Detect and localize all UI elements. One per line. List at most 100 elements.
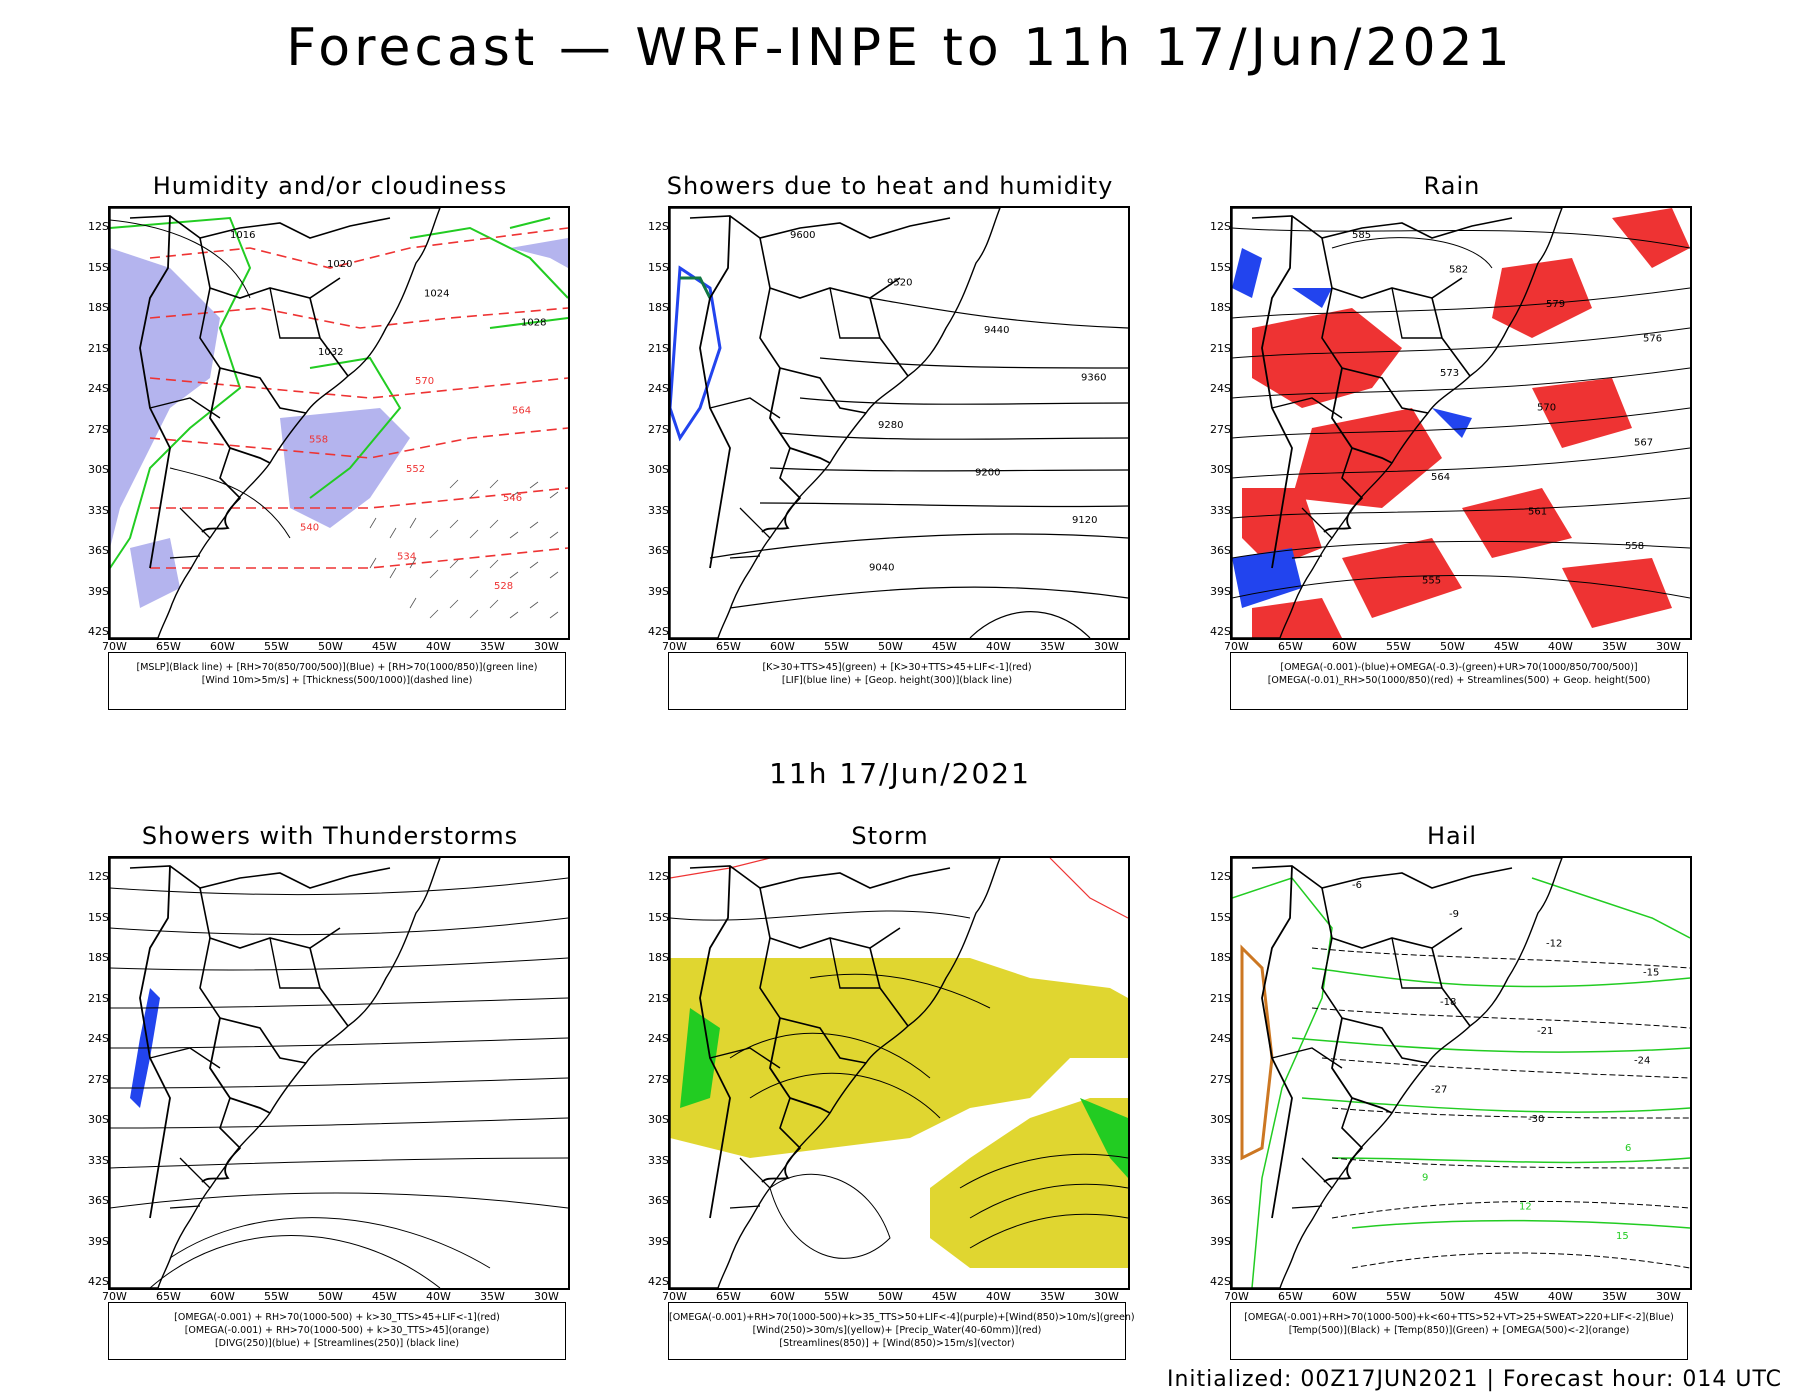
lat-tick-label: 27S xyxy=(648,422,669,436)
panel-humidity: Humidity and/or cloudiness xyxy=(88,172,570,717)
contour-label: 1020 xyxy=(327,259,352,270)
lon-tick-label: 70W xyxy=(102,1290,127,1303)
lat-tick-label: 15S xyxy=(88,260,109,274)
lon-tick-label: 40W xyxy=(986,640,1011,653)
lat-tick-label: 33S xyxy=(1210,1153,1231,1167)
lon-tick-label: 45W xyxy=(372,1290,397,1303)
lat-tick-label: 15S xyxy=(648,910,669,924)
lon-tick-label: 55W xyxy=(264,640,289,653)
page-title: Forecast — WRF-INPE to 11h 17/Jun/2021 xyxy=(286,18,1514,78)
lon-tick-label: 35W xyxy=(1602,1290,1627,1303)
contour-label: 558 xyxy=(1625,541,1644,552)
lat-tick-label: 36S xyxy=(648,1194,669,1207)
lon-tick-label: 30W xyxy=(534,1290,559,1303)
lon-tick-label: 45W xyxy=(932,640,957,653)
contour-label: 585 xyxy=(1352,230,1371,241)
lon-tick-label: 65W xyxy=(716,1290,741,1303)
lat-tick-label: 12S xyxy=(88,220,109,233)
lon-tick-label: 35W xyxy=(1040,1290,1065,1303)
legend-line: [OMEGA(-0.001)+RH>70(1000-500)+k>35_TTS>… xyxy=(669,1312,1135,1323)
legend-line: [OMEGA(-0.001) + RH>70(1000-500) + k>30_… xyxy=(184,1325,490,1336)
lon-tick-label: 40W xyxy=(986,1290,1011,1303)
lat-tick-label: 33S xyxy=(648,503,669,517)
lon-tick-label: 35W xyxy=(1040,640,1065,653)
lat-tick-label: 33S xyxy=(648,1153,669,1167)
panel-title: Humidity and/or cloudiness xyxy=(152,172,508,200)
contour-label: 9 xyxy=(1422,1172,1428,1183)
map-storm: 12S 15S 18S 21S 24S 27S 30S 33S 36S 39S 42S 70W 65W 6… xyxy=(648,856,1130,1303)
lat-tick-label: 36S xyxy=(1210,544,1231,557)
lon-tick-label: 65W xyxy=(1278,640,1303,653)
lat-tick-label: 12S xyxy=(648,870,669,883)
lat-tick-label: 33S xyxy=(88,1153,109,1167)
lat-tick-label: 21S xyxy=(1210,991,1231,1005)
legend-box: [K>30+TTS>45](green) + [K>30+TTS>45+LIF<… xyxy=(668,652,1126,710)
lat-tick-label: 30S xyxy=(1210,1113,1231,1126)
contour-label: 552 xyxy=(406,464,425,475)
lat-tick-label: 36S xyxy=(648,544,669,557)
legend-line: [Wind 10m>5m/s] + [Thickness(500/1000)](… xyxy=(201,675,473,686)
contour-label: -6 xyxy=(1352,880,1362,891)
contour-label: 9200 xyxy=(975,468,1000,479)
lat-tick-label: 18S xyxy=(1210,951,1231,964)
lon-tick-label: 60W xyxy=(770,1290,795,1303)
panel-title: Rain xyxy=(1423,172,1481,200)
lon-tick-label: 30W xyxy=(1094,640,1119,653)
section-subtitle: 11h 17/Jun/2021 xyxy=(769,757,1031,790)
lat-tick-label: 33S xyxy=(1210,503,1231,517)
legend-box: [OMEGA(-0.001)-(blue)+OMEGA(-0.3)-(green… xyxy=(1230,652,1688,710)
footer-init-info: Initialized: 00Z17JUN2021 | Forecast hou… xyxy=(1166,1367,1782,1392)
contour-label: 561 xyxy=(1528,506,1547,517)
lat-tick-label: 27S xyxy=(88,1072,109,1086)
lat-tick-label: 24S xyxy=(648,382,669,395)
legend-line: [OMEGA(-0.01)_RH>50(1000/850)(red) + Str… xyxy=(1267,675,1651,686)
legend-box: [OMEGA(-0.001)+RH>70(1000-500)+k<60+TTS>… xyxy=(1230,1302,1688,1360)
contour-label: -21 xyxy=(1537,1026,1553,1037)
contour-label: 570 xyxy=(1537,403,1556,414)
lon-tick-label: 65W xyxy=(716,640,741,653)
lon-tick-label: 30W xyxy=(1656,640,1681,653)
lat-tick-label: 42S xyxy=(1210,1275,1231,1288)
contour-label: 9600 xyxy=(790,230,815,241)
lat-tick-label: 24S xyxy=(1210,1032,1231,1045)
lat-tick-label: 12S xyxy=(88,870,109,883)
lon-tick-label: 30W xyxy=(1656,1290,1681,1303)
lon-tick-label: 70W xyxy=(662,640,687,653)
lat-tick-label: 18S xyxy=(1210,301,1231,314)
map-rain: 585 582 579 576 573 570 567 564 561 558 555 12S 15S… xyxy=(1210,206,1692,653)
contour-label: 576 xyxy=(1643,334,1662,345)
legend-line: [LIF](blue line) + [Geop. height(300)](b… xyxy=(781,675,1013,686)
lat-tick-label: 30S xyxy=(1210,463,1231,476)
lon-tick-label: 55W xyxy=(1386,1290,1411,1303)
lon-tick-label: 60W xyxy=(1332,640,1357,653)
lat-tick-label: 12S xyxy=(648,220,669,233)
lon-tick-label: 70W xyxy=(1224,1290,1249,1303)
lat-tick-label: 27S xyxy=(1210,422,1231,436)
lat-tick-label: 42S xyxy=(88,625,109,638)
legend-line: [OMEGA(-0.001) + RH>70(1000-500) + k>30_… xyxy=(174,1312,500,1323)
lon-tick-label: 55W xyxy=(824,640,849,653)
lat-tick-label: 36S xyxy=(88,544,109,557)
lat-tick-label: 18S xyxy=(88,951,109,964)
lat-tick-label: 42S xyxy=(648,1275,669,1288)
lat-tick-label: 30S xyxy=(648,1113,669,1126)
lon-tick-label: 55W xyxy=(264,1290,289,1303)
lon-tick-label: 50W xyxy=(878,640,903,653)
contour-label: 579 xyxy=(1546,299,1565,310)
lon-tick-label: 40W xyxy=(426,640,451,653)
legend-box: [OMEGA(-0.001)+RH>70(1000-500)+k>35_TTS>… xyxy=(668,1302,1135,1360)
map-humidity: 1016 1020 1024 1028 1032 570 564 558 552 546 540 53… xyxy=(88,206,570,653)
lat-tick-label: 21S xyxy=(648,341,669,355)
lat-tick-label: 42S xyxy=(88,1275,109,1288)
contour-label: -30 xyxy=(1528,1114,1544,1125)
lat-tick-label: 36S xyxy=(88,1194,109,1207)
panel-title: Showers with Thunderstorms xyxy=(141,822,519,850)
lon-tick-label: 45W xyxy=(1494,640,1519,653)
contour-label: -24 xyxy=(1634,1055,1650,1066)
contour-label: -12 xyxy=(1546,938,1562,949)
lon-tick-label: 50W xyxy=(878,1290,903,1303)
contour-label: 564 xyxy=(512,405,531,416)
lat-tick-label: 30S xyxy=(648,463,669,476)
lat-tick-label: 15S xyxy=(648,260,669,274)
lat-tick-label: 27S xyxy=(88,422,109,436)
